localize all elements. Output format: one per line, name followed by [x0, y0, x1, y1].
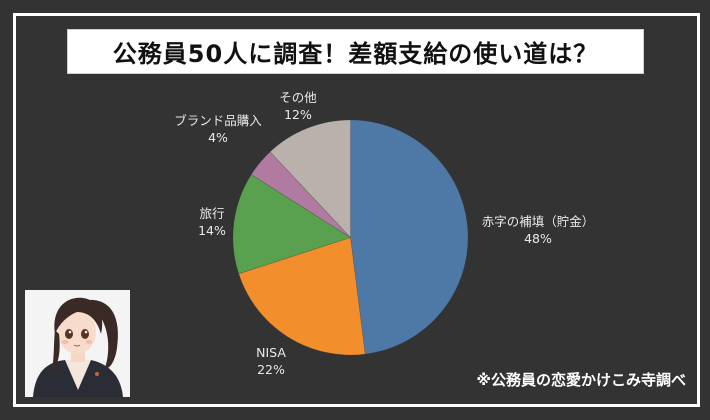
slice-label-brand: ブランド品購入 4%	[174, 112, 262, 146]
label-percent: 22%	[257, 362, 285, 377]
label-name: ブランド品購入	[174, 113, 262, 128]
slice-other	[269, 119, 351, 239]
slice-label-deficit: 赤字の補填（貯金） 48%	[482, 213, 595, 247]
label-percent: 14%	[198, 223, 226, 238]
label-percent: 12%	[284, 107, 312, 122]
outer-frame	[13, 13, 700, 407]
character-illustration	[25, 290, 130, 397]
label-name: 旅行	[199, 206, 225, 221]
slice-label-travel: 旅行 14%	[198, 205, 226, 239]
label-percent: 4%	[208, 130, 228, 145]
label-percent: 48%	[524, 231, 552, 246]
woman-in-suit-icon	[25, 290, 130, 397]
label-name: その他	[279, 90, 317, 105]
chart-title: 公務員50人に調査！差額支給の使い道は？	[112, 40, 599, 68]
slice-label-other: その他 12%	[279, 89, 317, 123]
slice-travel	[232, 174, 352, 275]
title-box: 公務員50人に調査！差額支給の使い道は？	[67, 29, 644, 74]
source-credit: ※公務員の恋愛かけこみ寺調べ	[476, 371, 686, 389]
slice-label-nisa: NISA 22%	[256, 344, 286, 378]
slice-nisa	[238, 237, 366, 356]
label-name: 赤字の補填（貯金）	[481, 214, 595, 229]
slice-deficit	[350, 119, 469, 355]
label-name: NISA	[256, 345, 286, 360]
slice-brand	[250, 151, 351, 238]
